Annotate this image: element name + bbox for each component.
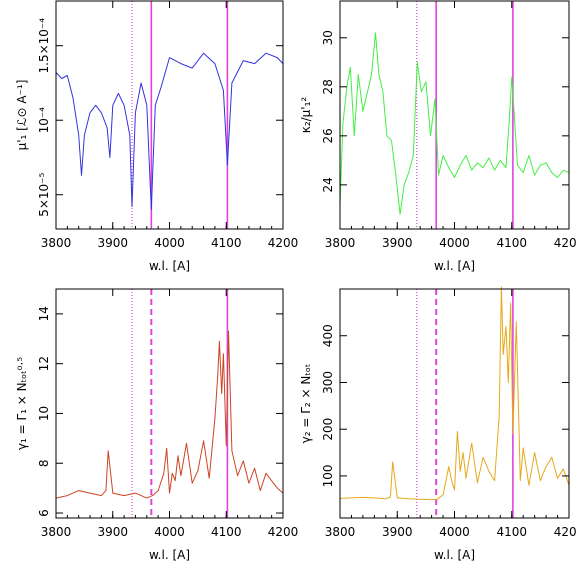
series-line — [55, 52, 284, 211]
x-tick-label: 4100 — [496, 236, 527, 250]
plot-frame — [55, 0, 284, 230]
x-tick-label: 4200 — [554, 236, 577, 250]
x-axis-label: w.l. [A] — [149, 548, 190, 562]
x-axis-label: w.l. [A] — [149, 259, 190, 273]
chart-panel-1: 3800 3900 4000 4100 4200 5×10⁻⁵ 10⁻⁴ 1.5×10⁻⁴ w.… — [15, 0, 299, 273]
x-tick-label: 3900 — [382, 236, 413, 250]
x-axis-label: w.l. [A] — [434, 259, 475, 273]
x-tick-label: 3900 — [97, 525, 128, 539]
x-tick-label: 4000 — [439, 525, 470, 539]
y-tick-label: 10 — [37, 406, 51, 421]
y-tick-label: 200 — [321, 418, 335, 441]
y-tick-label: 26 — [321, 128, 335, 143]
x-tick-label: 4100 — [496, 525, 527, 539]
y-tick-label: 10⁻⁴ — [37, 107, 51, 134]
y-tick-label: 5×10⁻⁵ — [37, 172, 51, 216]
y-tick-label: 30 — [321, 30, 335, 45]
x-tick-label: 3900 — [382, 525, 413, 539]
chart-panel-3: 3800 3900 4000 4100 4200 6 8 10 12 14 w.l. [A] γ₁ =… — [15, 288, 299, 562]
y-axis-label: κ₂/μ'₁² — [299, 97, 313, 134]
x-tick-label: 3800 — [41, 236, 72, 250]
chart-panel-4: 3800 3900 4000 4100 4200 100 200 300 400 w.l. [A]… — [299, 286, 577, 562]
x-tick-label: 4200 — [268, 236, 299, 250]
y-axis-label: μ'₁ [ℒ⊙ A⁻¹] — [15, 80, 29, 151]
y-tick-label: 1.5×10⁻⁴ — [37, 18, 51, 74]
series-line — [339, 32, 570, 215]
y-tick-label: 24 — [321, 177, 335, 192]
chart-panel-2: 3800 3900 4000 4100 4200 24 26 28 30 w.l. [A] κ₂/μ… — [299, 0, 577, 273]
y-tick-label: 28 — [321, 79, 335, 94]
x-axis-label: w.l. [A] — [434, 548, 475, 562]
series-line — [339, 286, 570, 501]
x-tick-label: 3900 — [97, 236, 128, 250]
series-line — [55, 330, 284, 499]
y-tick-label: 400 — [321, 324, 335, 347]
x-tick-label: 3800 — [41, 525, 72, 539]
x-tick-label: 4200 — [554, 525, 577, 539]
y-tick-label: 300 — [321, 371, 335, 394]
y-tick-label: 100 — [321, 464, 335, 487]
x-tick-label: 4000 — [439, 236, 470, 250]
x-tick-label: 4100 — [211, 236, 242, 250]
y-axis-label: γ₂ = Γ₂ × Nₜₒₜ — [299, 364, 313, 444]
y-tick-label: 14 — [37, 306, 51, 321]
y-tick-label: 8 — [37, 459, 51, 467]
y-axis-label: γ₁ = Γ₁ × Nₜₒₜ⁰·⁵ — [15, 357, 29, 450]
y-tick-label: 6 — [37, 509, 51, 517]
y-tick-label: 12 — [37, 356, 51, 371]
x-tick-label: 3800 — [325, 525, 356, 539]
x-tick-label: 4000 — [154, 525, 185, 539]
x-tick-label: 4100 — [211, 525, 242, 539]
x-tick-label: 4000 — [154, 236, 185, 250]
plot-frame — [339, 0, 570, 230]
x-tick-label: 3800 — [325, 236, 356, 250]
x-tick-label: 4200 — [268, 525, 299, 539]
